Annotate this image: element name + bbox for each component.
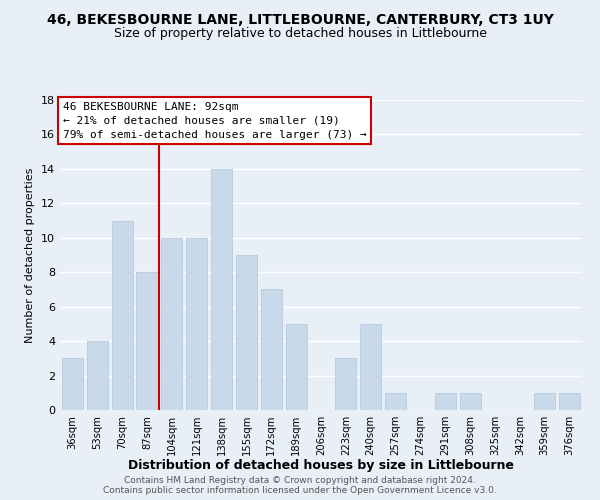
Text: Contains HM Land Registry data © Crown copyright and database right 2024.: Contains HM Land Registry data © Crown c…	[124, 476, 476, 485]
Bar	[460, 393, 481, 410]
Bar	[534, 393, 555, 410]
Bar	[161, 238, 182, 410]
Bar	[136, 272, 158, 410]
Bar	[335, 358, 356, 410]
Bar	[261, 290, 282, 410]
Bar	[211, 169, 232, 410]
Bar	[435, 393, 456, 410]
Bar	[236, 255, 257, 410]
Text: Size of property relative to detached houses in Littlebourne: Size of property relative to detached ho…	[113, 28, 487, 40]
Bar	[62, 358, 83, 410]
Bar	[286, 324, 307, 410]
Bar	[385, 393, 406, 410]
Text: 46, BEKESBOURNE LANE, LITTLEBOURNE, CANTERBURY, CT3 1UY: 46, BEKESBOURNE LANE, LITTLEBOURNE, CANT…	[47, 12, 553, 26]
Bar	[559, 393, 580, 410]
Text: Distribution of detached houses by size in Littlebourne: Distribution of detached houses by size …	[128, 458, 514, 471]
Text: 46 BEKESBOURNE LANE: 92sqm
← 21% of detached houses are smaller (19)
79% of semi: 46 BEKESBOURNE LANE: 92sqm ← 21% of deta…	[62, 102, 367, 140]
Bar	[112, 220, 133, 410]
Y-axis label: Number of detached properties: Number of detached properties	[25, 168, 35, 342]
Bar	[186, 238, 207, 410]
Text: Contains public sector information licensed under the Open Government Licence v3: Contains public sector information licen…	[103, 486, 497, 495]
Bar	[87, 341, 108, 410]
Bar	[360, 324, 381, 410]
